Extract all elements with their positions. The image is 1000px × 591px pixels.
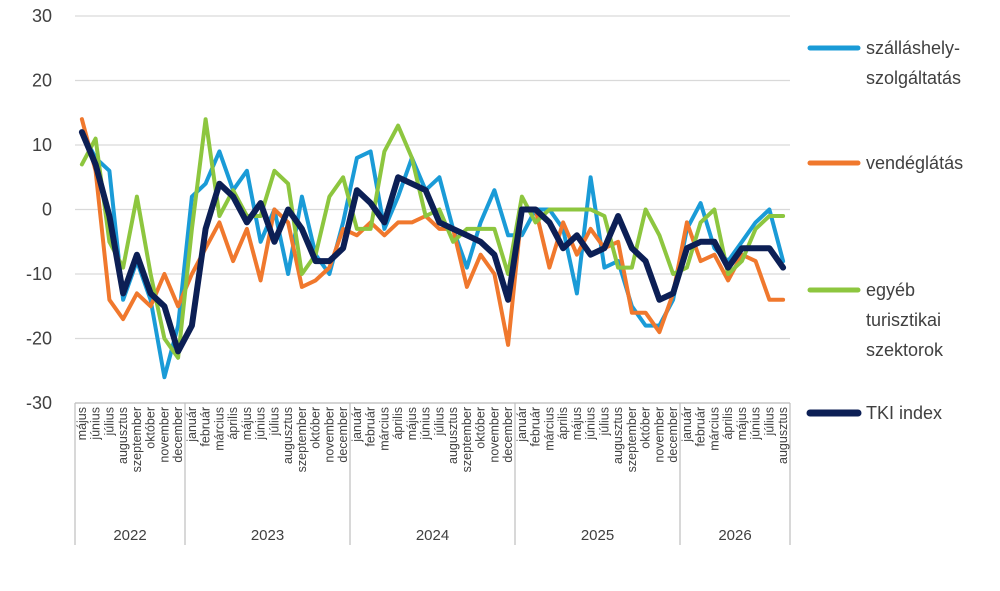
x-tick-label: november	[487, 407, 501, 463]
x-tick-label: augusztus	[281, 407, 295, 464]
x-tick-label: június	[254, 407, 268, 441]
legend-label: TKI index	[866, 403, 942, 423]
series-line	[78, 129, 787, 355]
legend-label: egyéb	[866, 280, 915, 300]
legend-label: szálláshely-	[866, 38, 960, 58]
x-tick-label: november	[157, 407, 171, 463]
legend-label: vendéglátás	[866, 153, 963, 173]
year-label: 2022	[113, 527, 146, 544]
y-tick-label: 20	[32, 71, 52, 91]
x-tick-label: március	[377, 407, 391, 451]
x-tick-label: június	[89, 407, 103, 441]
x-tick-label: november	[652, 407, 666, 463]
x-tick-label: augusztus	[611, 407, 625, 464]
year-label: 2023	[251, 527, 284, 544]
legend-label: turisztikai	[866, 310, 941, 330]
x-tick-label: július	[267, 407, 281, 437]
x-tick-label: december	[171, 407, 185, 463]
x-tick-label: december	[666, 407, 680, 463]
x-tick-label: augusztus	[116, 407, 130, 464]
y-tick-label: -30	[26, 393, 52, 413]
x-tick-label: május	[240, 407, 254, 440]
x-tick-label: február	[694, 407, 708, 447]
y-tick-label: 30	[32, 6, 52, 26]
legend-label: szektorok	[866, 340, 944, 360]
x-tick-label: május	[405, 407, 419, 440]
legend-label: szolgáltatás	[866, 68, 961, 88]
x-tick-label: szeptember	[130, 407, 144, 472]
year-label: 2024	[416, 527, 449, 544]
x-tick-label: április	[721, 407, 735, 440]
x-tick-label: december	[501, 407, 515, 463]
x-tick-label: február	[364, 407, 378, 447]
x-tick-label: szeptember	[460, 407, 474, 472]
x-tick-label: március	[542, 407, 556, 451]
x-tick-label: március	[212, 407, 226, 451]
x-tick-label: július	[597, 407, 611, 437]
x-tick-label: január	[515, 407, 529, 443]
x-tick-label: január	[680, 407, 694, 443]
y-tick-label: 10	[32, 135, 52, 155]
x-tick-label: április	[391, 407, 405, 440]
x-tick-label: május	[75, 407, 89, 440]
x-tick-label: május	[735, 407, 749, 440]
x-tick-label: január	[350, 407, 364, 443]
x-tick-label: május	[570, 407, 584, 440]
x-tick-label: június	[419, 407, 433, 441]
y-tick-label: -20	[26, 329, 52, 349]
y-tick-label: -10	[26, 264, 52, 284]
y-tick-label: 0	[42, 200, 52, 220]
x-tick-label: augusztus	[776, 407, 790, 464]
x-tick-label: augusztus	[446, 407, 460, 464]
x-tick-label: szeptember	[625, 407, 639, 472]
x-tick-label: június	[749, 407, 763, 441]
x-tick-label: április	[556, 407, 570, 440]
x-tick-label: március	[707, 407, 721, 451]
x-tick-label: április	[226, 407, 240, 440]
year-label: 2026	[718, 527, 751, 544]
x-tick-label: július	[432, 407, 446, 437]
x-tick-label: július	[102, 407, 116, 437]
x-tick-label: október	[639, 407, 653, 449]
x-tick-label: október	[309, 407, 323, 449]
year-label: 2025	[581, 527, 614, 544]
x-tick-label: november	[322, 407, 336, 463]
x-tick-label: október	[474, 407, 488, 449]
x-tick-label: január	[185, 407, 199, 443]
x-tick-label: december	[336, 407, 350, 463]
x-tick-label: február	[199, 407, 213, 447]
x-tick-label: június	[584, 407, 598, 441]
x-tick-label: július	[762, 407, 776, 437]
x-tick-label: október	[144, 407, 158, 449]
x-tick-label: február	[529, 407, 543, 447]
x-tick-label: szeptember	[295, 407, 309, 472]
